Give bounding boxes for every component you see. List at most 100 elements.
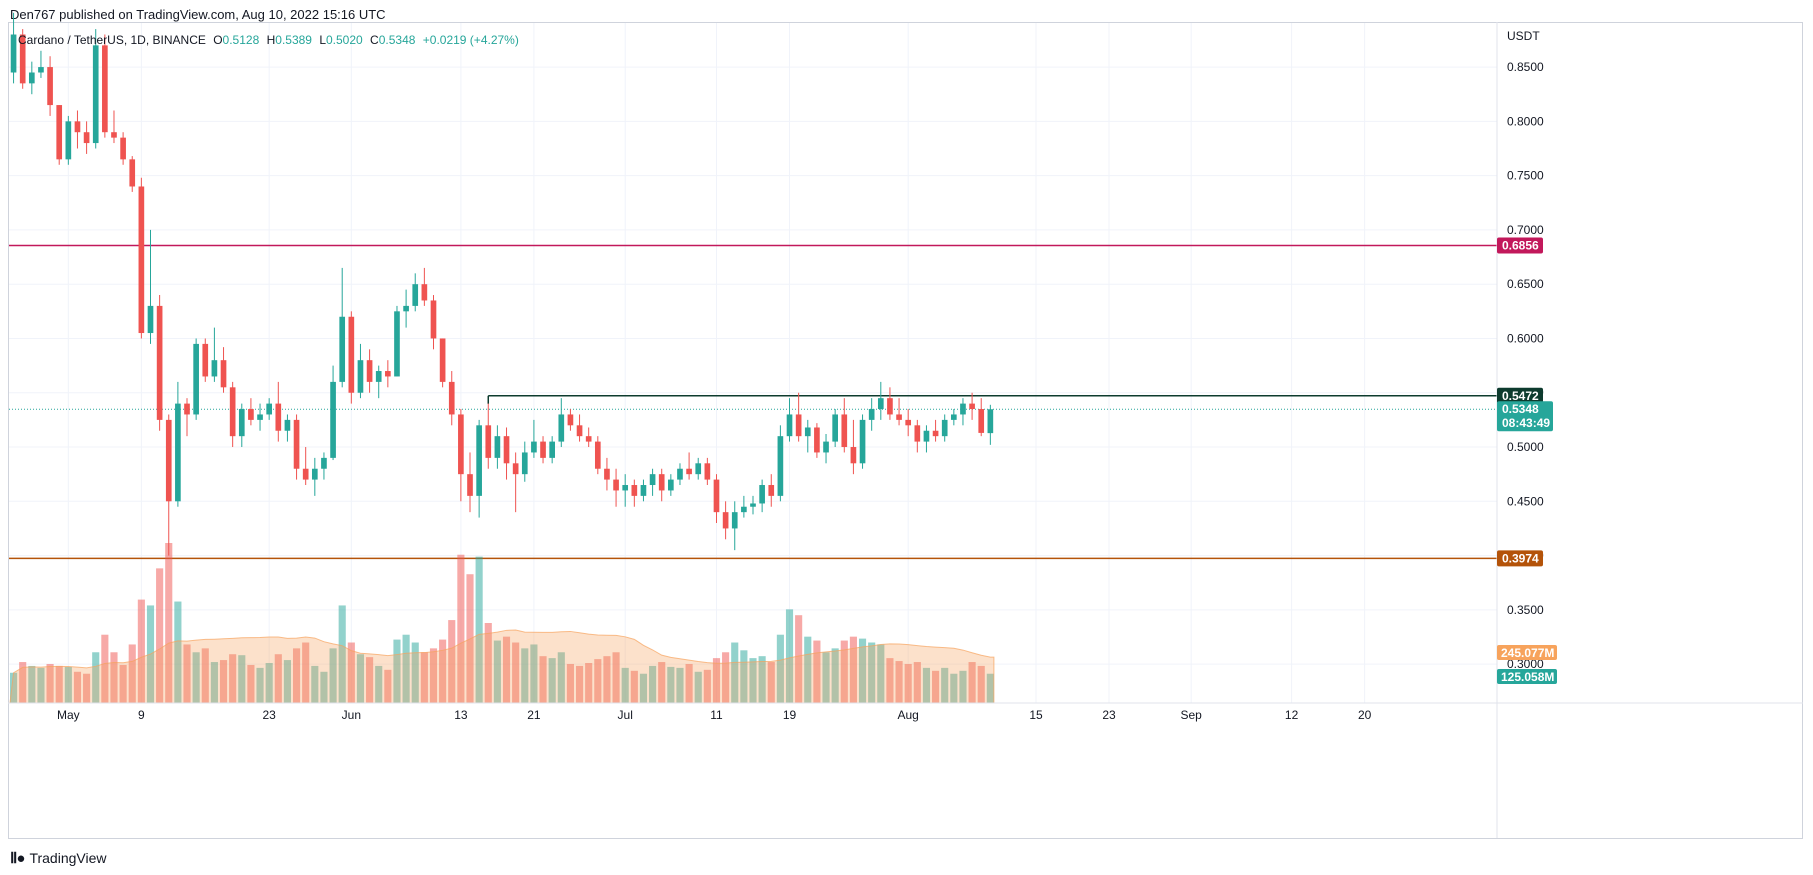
volume-last-tag-text: 125.058M	[1501, 670, 1554, 684]
candle-body	[138, 186, 145, 334]
volume-bar	[283, 660, 291, 703]
volume-histogram	[9, 543, 995, 704]
candle-body	[923, 430, 930, 442]
candle-body	[421, 284, 428, 301]
candle-body	[19, 34, 26, 84]
candle-body	[385, 371, 391, 377]
volume-bar	[822, 652, 830, 703]
volume-bar	[895, 661, 903, 703]
volume-bar	[311, 665, 319, 703]
candle-body	[284, 419, 291, 431]
y-tick-label: 0.3000	[1507, 657, 1544, 671]
candle-body	[184, 403, 190, 415]
candle-body	[868, 409, 875, 420]
volume-bar	[922, 667, 931, 703]
volume-bar	[722, 652, 730, 703]
brand-footer[interactable]: Ⅱ● TradingView	[10, 849, 107, 867]
volume-bar	[785, 609, 794, 703]
x-tick-label: 21	[527, 708, 541, 722]
level-price-tag-text: 0.6856	[1502, 239, 1539, 253]
volume-bar	[612, 652, 620, 703]
candle-body	[403, 305, 409, 312]
candle-body	[430, 300, 437, 339]
volume-bar	[840, 640, 848, 703]
candle-body	[348, 316, 355, 393]
volume-bar	[813, 640, 821, 703]
volume-bar	[685, 663, 693, 703]
candle-body	[649, 474, 656, 486]
candle-body	[238, 409, 245, 437]
candle-body	[613, 479, 619, 491]
candles	[10, 12, 994, 556]
candle-body	[448, 381, 455, 415]
candle-body	[111, 132, 117, 138]
volume-bar	[968, 662, 976, 703]
candle-body	[951, 414, 957, 420]
volume-bar	[941, 667, 949, 703]
candle-body	[92, 45, 99, 144]
y-tick-label: 0.6000	[1507, 331, 1544, 345]
volume-bar	[804, 636, 812, 703]
candle-body	[859, 419, 866, 464]
candle-body	[467, 474, 473, 496]
open-value: 0.5128	[222, 33, 260, 47]
volume-bar	[292, 648, 301, 703]
high-label: H	[266, 33, 276, 47]
volume-bar	[658, 662, 666, 703]
volume-bar	[384, 669, 392, 703]
volume-bar	[694, 671, 702, 703]
volume-bar	[73, 671, 82, 703]
candle-body	[375, 371, 382, 382]
open-label: O	[213, 33, 223, 47]
candle-body	[668, 479, 674, 491]
volume-bar	[512, 642, 520, 703]
high-value: 0.5389	[275, 33, 312, 47]
candle-body	[302, 468, 309, 480]
volume-bar	[448, 620, 456, 703]
volume-bar	[320, 671, 328, 703]
candle-body	[804, 427, 811, 437]
volume-bar	[621, 667, 629, 703]
candle-body	[896, 414, 902, 420]
volume-bar	[521, 648, 529, 703]
x-tick-label: 23	[1102, 708, 1116, 722]
candle-body	[823, 441, 829, 453]
candle-body	[521, 452, 528, 475]
volume-bar	[356, 654, 365, 703]
level-price-tag-text: 0.5472	[1502, 389, 1539, 403]
volume-bar	[977, 665, 985, 703]
last-price-tag-bg	[1497, 401, 1553, 432]
y-tick-label: 0.5000	[1507, 440, 1544, 454]
candle-body	[83, 132, 90, 144]
candle-body	[129, 159, 136, 187]
volume-last-tag-bg	[1497, 669, 1557, 684]
y-tick-label: 0.8500	[1507, 60, 1544, 74]
volume-bar	[92, 652, 100, 703]
x-tick-label: 13	[454, 708, 468, 722]
volume-bar	[731, 642, 739, 703]
candle-body	[987, 409, 994, 434]
volume-bar	[183, 644, 191, 703]
candle-body	[65, 121, 72, 160]
volume-bar	[238, 655, 246, 703]
candle-body	[120, 137, 126, 160]
volume-bar	[429, 648, 438, 703]
candle-body	[220, 360, 227, 388]
volume-bar	[28, 665, 36, 703]
candle-body	[266, 403, 273, 415]
volume-bar	[256, 667, 264, 703]
volume-bar	[83, 673, 91, 703]
candle-body	[622, 485, 629, 491]
volume-bar	[338, 605, 346, 703]
symbol-legend[interactable]: Cardano / TetherUS, 1D, BINANCE O0.5128 …	[18, 33, 519, 47]
candle-body	[768, 485, 775, 496]
symbol-name[interactable]: Cardano / TetherUS, 1D, BINANCE	[18, 33, 206, 47]
candle-body	[558, 414, 565, 442]
volume-ma-tag-text: 245.077M	[1501, 646, 1554, 660]
y-tick-label: 0.4500	[1507, 494, 1544, 508]
publisher-header: Den767 published on TradingView.com, Aug…	[10, 7, 386, 22]
candle-body	[540, 441, 546, 458]
candle-body	[156, 305, 163, 420]
